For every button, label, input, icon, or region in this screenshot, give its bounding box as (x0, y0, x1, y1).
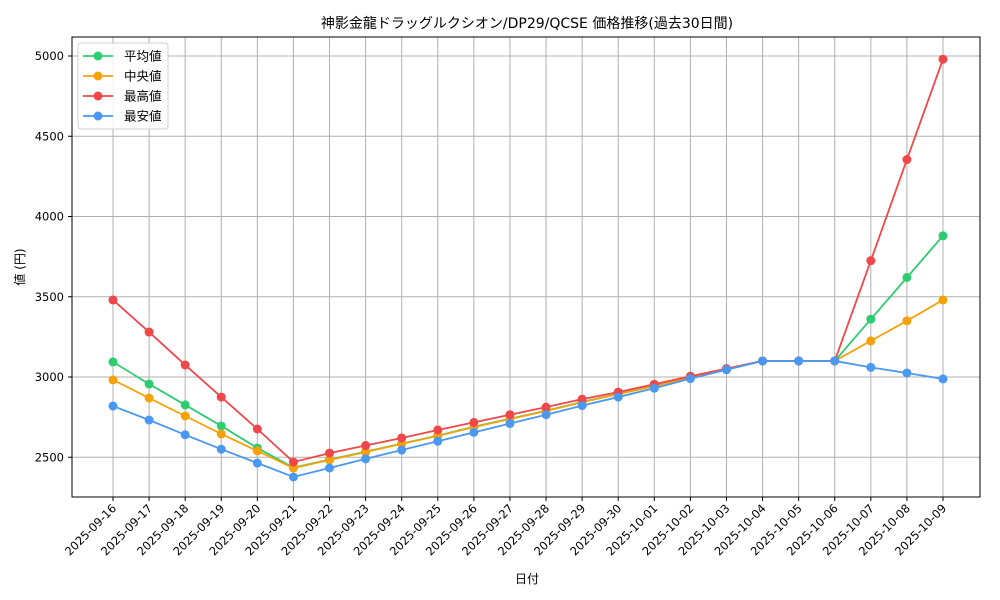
series-line (112, 299, 944, 469)
data-point (649, 383, 659, 393)
legend-label: 最安値 (124, 109, 162, 124)
data-point (216, 421, 226, 431)
data-point (469, 417, 479, 427)
data-point (252, 446, 262, 456)
data-point (288, 472, 298, 482)
legend-label: 最高値 (124, 89, 162, 104)
data-point (216, 392, 226, 402)
grid-lines (72, 37, 980, 497)
legend-label: 中央値 (124, 69, 162, 84)
y-tick-label: 4500 (35, 129, 64, 143)
data-point (866, 362, 876, 372)
data-series (108, 54, 948, 482)
series-line (112, 360, 944, 478)
data-point (325, 448, 335, 458)
x-axis: 2025-09-162025-09-172025-09-182025-09-19… (62, 497, 949, 558)
data-point (938, 295, 948, 305)
legend-marker-icon (93, 91, 103, 101)
legend-item: 最安値 (83, 109, 162, 124)
data-point (288, 457, 298, 467)
y-tick-label: 2500 (35, 450, 64, 464)
data-point (216, 444, 226, 454)
legend-box (77, 42, 169, 130)
data-point (830, 356, 840, 366)
series-最安値 (108, 356, 948, 482)
data-point (144, 393, 154, 403)
y-axis-label: 値 (円) (12, 248, 27, 285)
data-point (397, 445, 407, 455)
chart-title: 神影金龍ドラッグルクシオン/DP29/QCSE 価格推移(過去30日間) (321, 15, 733, 32)
data-point (577, 394, 587, 404)
data-point (361, 454, 371, 464)
data-point (505, 410, 515, 420)
data-point (541, 410, 551, 420)
y-tick-label: 3500 (35, 290, 64, 304)
y-tick-label: 5000 (35, 49, 64, 63)
data-point (902, 155, 912, 165)
data-point (902, 368, 912, 378)
data-point (866, 336, 876, 346)
y-axis: 2500 3000 3500 4000 4500 5000 (35, 49, 72, 464)
data-point (938, 54, 948, 64)
series-最高値 (108, 54, 948, 467)
legend-item: 平均値 (83, 49, 162, 64)
data-point (180, 430, 190, 440)
data-point (577, 401, 587, 411)
data-point (108, 375, 118, 385)
series-平均値 (108, 231, 948, 473)
data-point (902, 272, 912, 282)
legend-marker-icon (93, 111, 103, 121)
data-point (325, 455, 335, 465)
data-point (866, 314, 876, 324)
data-point (541, 402, 551, 412)
plot-frame (71, 36, 981, 498)
data-point (144, 415, 154, 425)
legend-marker-icon (93, 71, 103, 81)
data-point (361, 441, 371, 451)
data-point (505, 419, 515, 429)
series-line (112, 235, 944, 469)
x-axis-label: 日付 (515, 572, 539, 586)
legend-marker-icon (93, 51, 103, 61)
data-point (144, 327, 154, 337)
data-point (325, 463, 335, 473)
legend-label: 平均値 (124, 49, 162, 64)
data-point (180, 400, 190, 410)
y-tick-label: 4000 (35, 210, 64, 224)
data-point (108, 401, 118, 411)
data-point (252, 424, 262, 434)
data-point (180, 360, 190, 370)
data-point (866, 256, 876, 266)
data-point (433, 436, 443, 446)
data-point (180, 411, 190, 421)
data-point (216, 429, 226, 439)
data-point (938, 374, 948, 384)
data-point (144, 379, 154, 389)
data-point (433, 425, 443, 435)
data-point (902, 316, 912, 326)
data-point (794, 356, 804, 366)
data-point (397, 433, 407, 443)
series-中央値 (108, 295, 948, 473)
data-point (685, 374, 695, 384)
data-point (108, 295, 118, 305)
y-tick-label: 3000 (35, 370, 64, 384)
data-point (469, 427, 479, 437)
data-point (252, 458, 262, 468)
data-point (938, 231, 948, 241)
data-point (613, 392, 623, 402)
data-point (108, 357, 118, 367)
data-point (721, 365, 731, 375)
data-point (758, 356, 768, 366)
data-point (361, 447, 371, 457)
series-line (112, 58, 944, 464)
legend-item: 最高値 (83, 89, 162, 104)
legend-item: 中央値 (83, 69, 162, 84)
